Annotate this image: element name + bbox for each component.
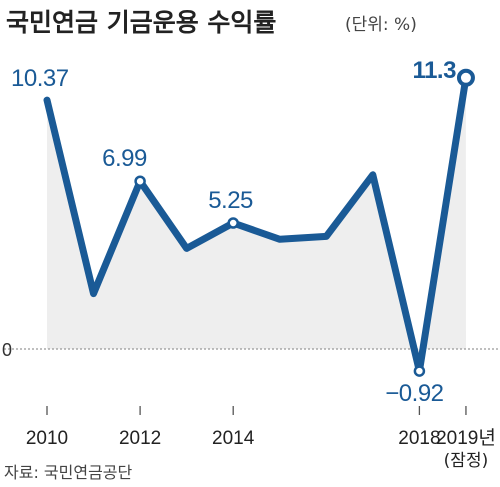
data-label: 5.25: [208, 187, 253, 214]
data-label: 11.3: [413, 57, 457, 84]
plot-area: 0 10.37 6.99 5.25 −0.92 11.3 2010 2012 2014 20182…: [2, 57, 498, 471]
x-tick-label: 2019년: [436, 427, 496, 449]
x-tick-label: 2014: [212, 428, 255, 449]
data-label: −0.92: [385, 380, 443, 407]
series-line: [43, 74, 470, 375]
area-fill: [47, 77, 466, 372]
data-point-marker: [227, 217, 239, 229]
x-tick-label: 2012: [119, 428, 161, 449]
x-tick-sublabel: (잠정): [444, 451, 489, 471]
y-zero-label: 0: [2, 340, 12, 360]
data-point-marker: [134, 175, 146, 187]
data-point-marker: [413, 365, 426, 377]
data-label: 10.37: [11, 65, 69, 92]
chart-unit: (단위: %): [345, 15, 417, 35]
x-tick-label: 2010: [26, 428, 68, 449]
source-note: 자료: 국민연금공단: [4, 463, 133, 482]
data-point-marker: [456, 68, 475, 87]
x-tick-label: 2018: [398, 428, 440, 449]
chart-title: 국민연금 기금운용 수익률: [6, 8, 276, 37]
data-label: 6.99: [102, 145, 147, 172]
